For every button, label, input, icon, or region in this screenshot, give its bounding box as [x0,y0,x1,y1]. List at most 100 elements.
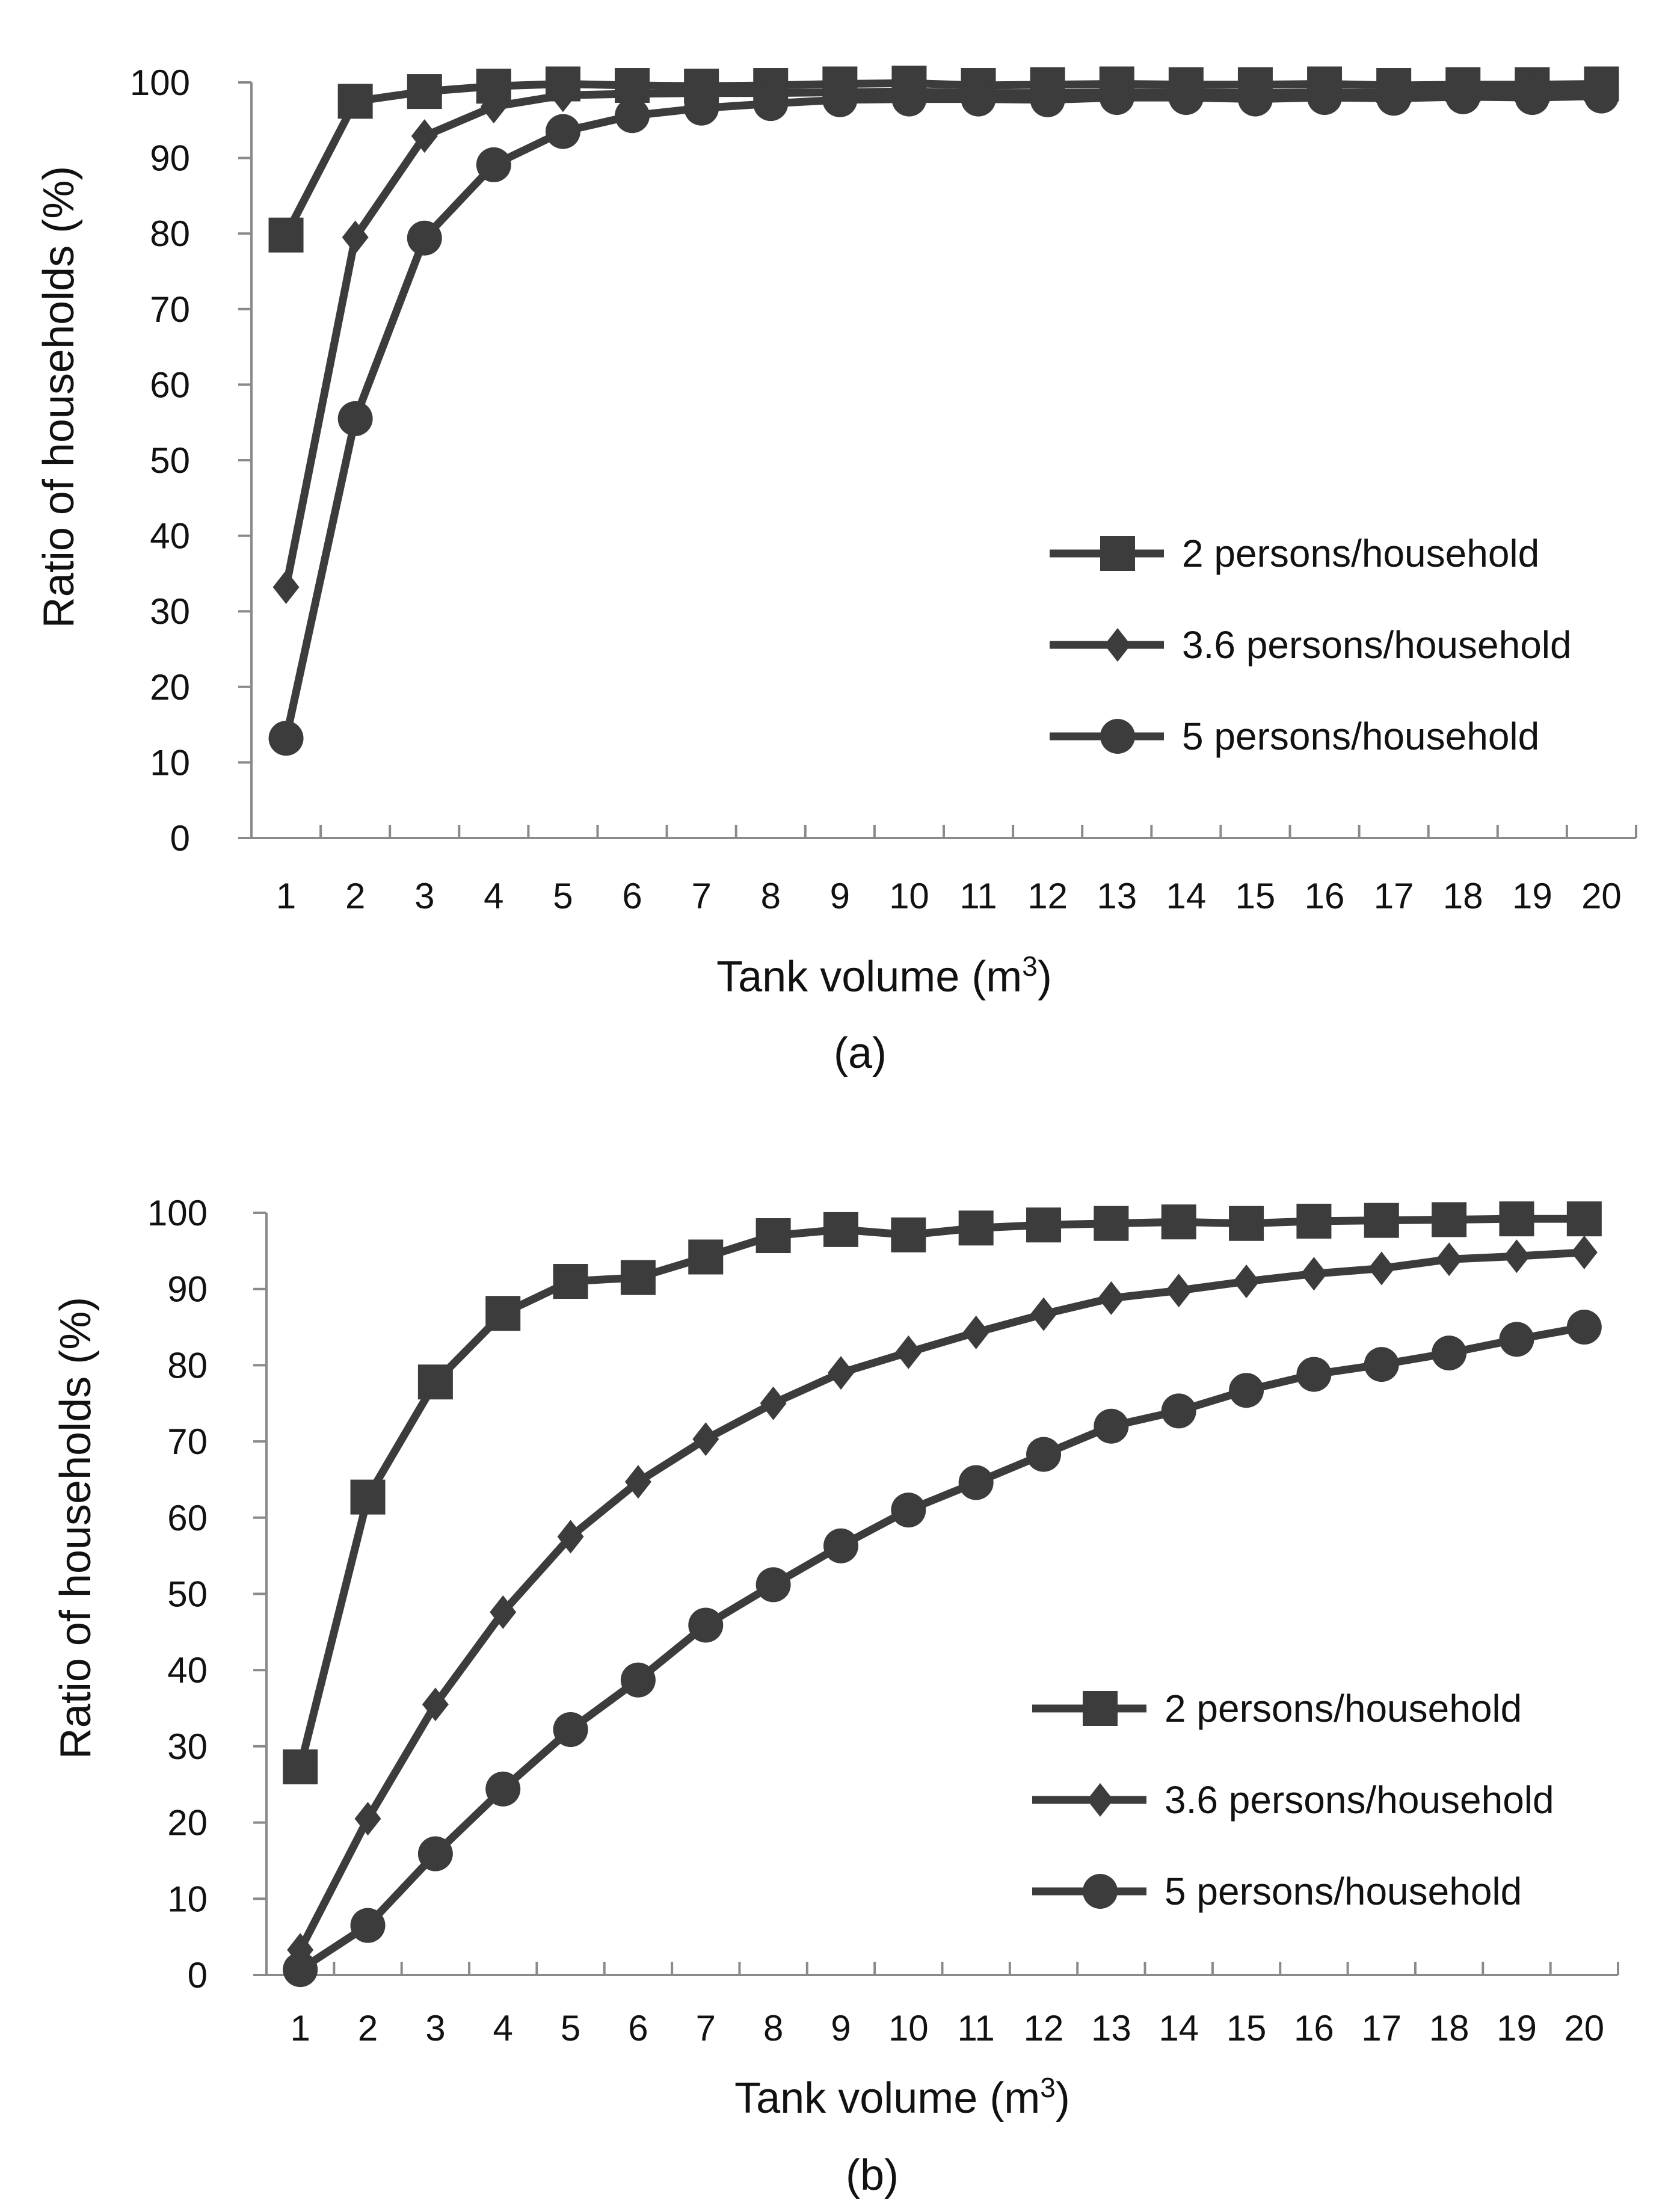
data-point-diamond [342,220,369,254]
legend-label: 5 persons/household [1165,1870,1522,1913]
data-point-circle [1168,80,1204,116]
data-point-square [688,1239,724,1275]
y-tick-label: 40 [167,1650,208,1690]
x-tick-label: 15 [1226,2008,1267,2048]
x-tick-label: 10 [888,2008,929,2048]
y-tick-label: 40 [150,516,190,556]
legend-marker-square [1083,1691,1118,1726]
y-tick-label: 50 [167,1574,208,1615]
x-tick-label: 14 [1166,876,1206,916]
data-point-square [755,1218,791,1254]
data-point-circle [545,114,580,149]
data-point-diamond [1436,1242,1463,1277]
data-point-diamond [411,119,438,153]
legend-label: 2 persons/household [1182,532,1539,575]
x-tick-label: 8 [761,876,781,916]
x-tick-label: 4 [484,876,503,916]
chart-panel-a: Ratio of households (%) 0 10 20 30 40 50 60 70 8… [35,63,1637,1077]
data-point-circle [350,1908,386,1943]
data-point-circle [958,1465,994,1500]
x-tick-label: 8 [763,2008,783,2048]
data-point-circle [961,81,996,117]
data-point-circle [1307,80,1343,116]
data-point-circle [753,86,789,122]
data-point-circle [1445,79,1481,114]
legend-marker-circle [1083,1874,1118,1909]
y-tick-label: 10 [150,742,190,783]
x-tick-label: 9 [831,2008,851,2048]
data-point-diamond [272,570,300,605]
data-point-square [485,1296,521,1331]
series-diamond [272,75,1615,605]
data-point-circle [283,1952,318,1988]
x-tick-label: 18 [1443,876,1483,916]
legend-label: 5 persons/household [1182,715,1539,758]
data-point-square [958,1210,994,1246]
x-tick-label: 6 [622,876,642,916]
data-point-square [553,1264,588,1299]
y-tick-label: 90 [150,138,190,179]
data-point-square [620,1260,656,1295]
data-point-square [268,217,304,253]
data-point-circle [1364,1347,1399,1382]
data-point-square [350,1479,386,1515]
legend-label: 3.6 persons/household [1165,1778,1554,1822]
y-tick-label: 10 [167,1879,208,1919]
data-point-square [1026,1207,1062,1243]
x-axis-title-a: Tank volume (m3) [716,950,1052,1001]
x-tick-label: 3 [425,2008,445,2048]
y-tick-label: 80 [150,214,190,254]
x-tick-label: 12 [1024,2008,1064,2048]
data-point-diamond [1165,1274,1192,1308]
panel-caption-a: (a) [834,1029,887,1077]
y-tick-label: 100 [147,1193,208,1233]
data-point-square [891,1217,926,1252]
legend-marker-circle [1100,719,1135,754]
data-point-circle [1030,82,1065,117]
data-point-diamond [549,78,576,112]
y-axis-title-b: Ratio of households (%) [52,1297,100,1759]
y-tick-label: 70 [150,289,190,330]
data-point-circle [1584,78,1619,114]
y-tick-label: 0 [170,818,190,858]
data-point-circle [688,1607,724,1643]
data-point-diamond [760,1386,787,1420]
data-point-diamond [1571,1235,1598,1269]
data-point-square [1296,1203,1332,1239]
x-tick-label: 13 [1097,876,1137,916]
x-tick-label: 3 [414,876,434,916]
legend-marker-diamond [1104,628,1131,662]
x-tick-label: 16 [1294,2008,1334,2048]
data-point-diamond [1098,1281,1125,1315]
x-tick-label: 7 [696,2008,716,2048]
y-tick-label: 50 [150,440,190,481]
x-tick-label: 13 [1091,2008,1131,2048]
x-tick-label: 17 [1374,876,1414,916]
data-point-circle [1296,1357,1332,1392]
data-point-square [823,1212,858,1247]
data-point-square [1229,1206,1264,1241]
data-point-circle [822,82,858,117]
x-tick-label: 1 [290,2008,310,2048]
data-point-diamond [1368,1251,1395,1286]
series-square [283,1201,1602,1785]
data-point-diamond [1503,1239,1530,1274]
x-tick-label: 20 [1564,2008,1604,2048]
data-point-circle [1376,81,1412,116]
data-point-diamond [1233,1265,1260,1299]
data-point-square [337,84,373,119]
y-tick-label: 30 [167,1727,208,1767]
x-tick-label: 19 [1497,2008,1537,2048]
data-point-diamond [557,1520,584,1554]
data-point-circle [417,1836,453,1872]
y-axis-title-a: Ratio of households (%) [35,166,83,628]
panel-caption-b: (b) [846,2151,899,2199]
data-point-diamond [962,1315,989,1349]
y-tick-label: 90 [167,1269,208,1310]
y-tick-label: 20 [167,1803,208,1843]
data-point-circle [476,147,511,182]
x-tick-label: 12 [1027,876,1068,916]
y-tick-label: 30 [150,591,190,632]
x-tick-label: 19 [1512,876,1552,916]
data-point-circle [1432,1336,1467,1371]
